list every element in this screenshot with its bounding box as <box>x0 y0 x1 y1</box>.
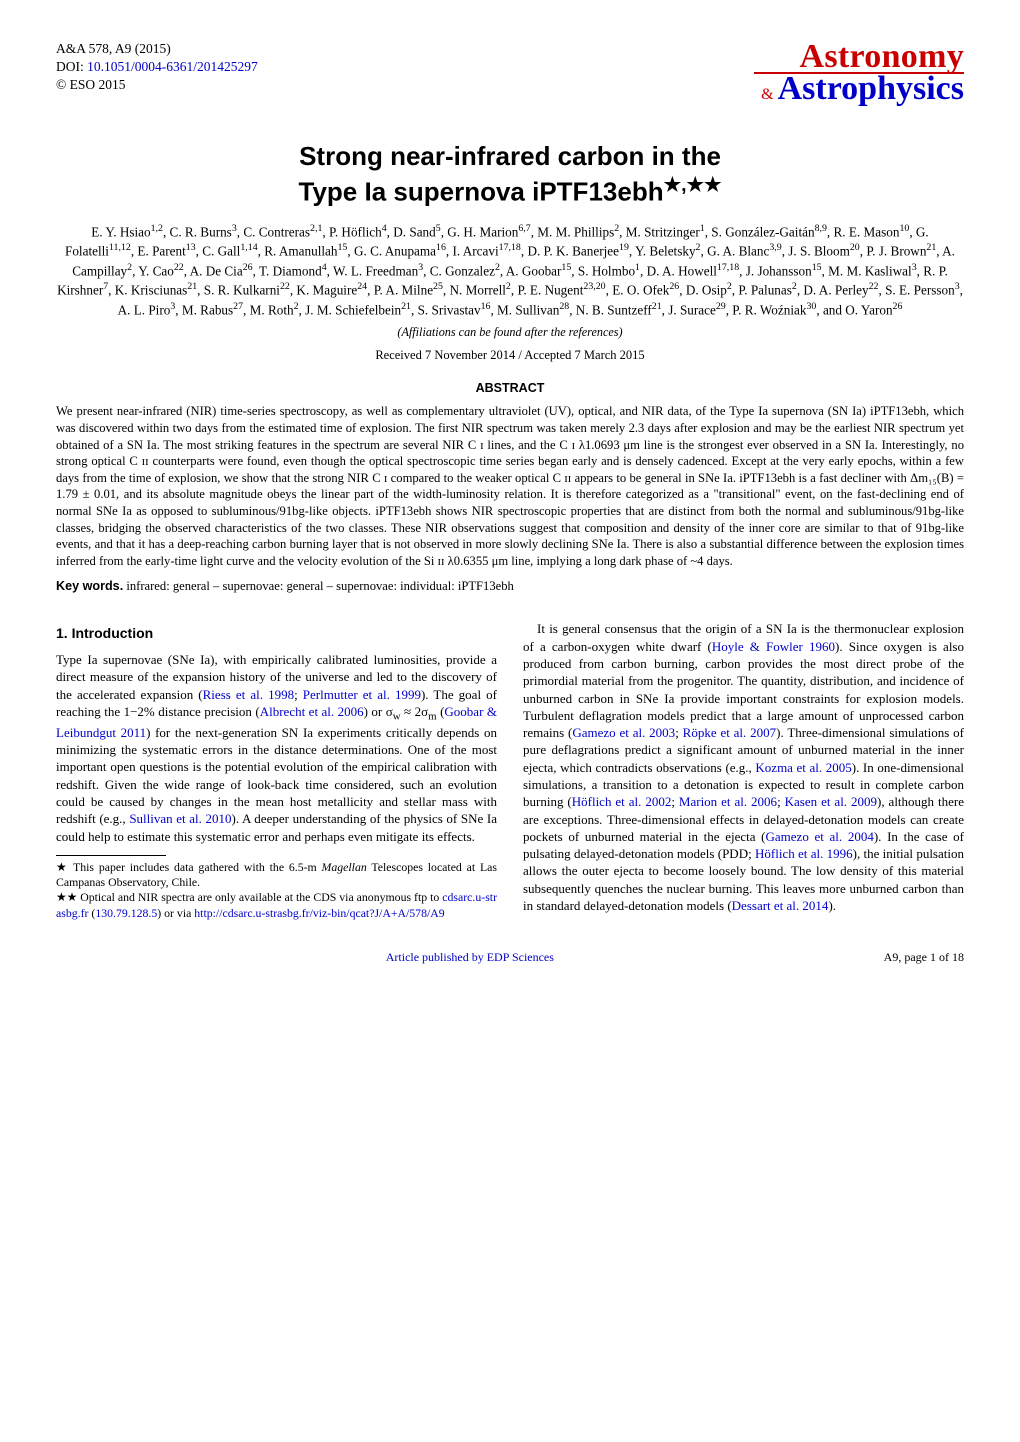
doi-line: DOI: 10.1051/0004-6361/201425297 <box>56 58 258 76</box>
logo-astrophysics-text: Astrophysics <box>778 70 964 107</box>
footnotes: ★ This paper includes data gathered with… <box>56 860 497 921</box>
title-footnote-marks: ★,★★ <box>664 174 722 196</box>
cds-url-link[interactable]: http://cdsarc.u-strasbg.fr/viz-bin/qcat?… <box>194 906 444 920</box>
abstract-heading: ABSTRACT <box>56 381 964 395</box>
logo-ampersand: & <box>761 87 773 103</box>
author-list: E. Y. Hsiao1,2, C. R. Burns3, C. Contrer… <box>56 222 964 320</box>
title-line1: Strong near-infrared carbon in the <box>299 141 721 171</box>
footer-publisher-link[interactable]: Article published by EDP Sciences <box>56 950 884 965</box>
footnote-1: ★ This paper includes data gathered with… <box>56 860 497 891</box>
body-columns: 1. Introduction Type Ia supernovae (SNe … <box>56 620 964 922</box>
page-footer: Article published by EDP Sciences A9, pa… <box>56 950 964 965</box>
footnote-rule <box>56 855 166 856</box>
title-line2: Type Ia supernova iPTF13ebh <box>299 176 664 206</box>
intro-paragraph-2: It is general consensus that the origin … <box>523 620 964 914</box>
left-column: 1. Introduction Type Ia supernovae (SNe … <box>56 620 497 922</box>
logo-bottom-row: &Astrophysics <box>754 72 964 106</box>
cds-ip-link[interactable]: 130.79.128.5 <box>95 906 157 920</box>
received-accepted-dates: Received 7 November 2014 / Accepted 7 Ma… <box>56 348 964 363</box>
journal-logo: Astronomy &Astrophysics <box>754 40 964 106</box>
copyright-line: © ESO 2015 <box>56 76 258 94</box>
keywords-label: Key words. <box>56 579 123 593</box>
header: A&A 578, A9 (2015) DOI: 10.1051/0004-636… <box>56 40 964 106</box>
doi-link[interactable]: 10.1051/0004-6361/201425297 <box>87 59 258 74</box>
section-1-heading: 1. Introduction <box>56 624 497 643</box>
right-column: It is general consensus that the origin … <box>523 620 964 922</box>
journal-meta: A&A 578, A9 (2015) DOI: 10.1051/0004-636… <box>56 40 258 95</box>
paper-title: Strong near-infrared carbon in the Type … <box>56 140 964 208</box>
keywords-text: infrared: general – supernovae: general … <box>123 579 514 593</box>
footer-page-number: A9, page 1 of 18 <box>884 950 964 965</box>
footnote-2: ★★ Optical and NIR spectra are only avai… <box>56 890 497 921</box>
affiliations-note: (Affiliations can be found after the ref… <box>56 325 964 340</box>
keywords-line: Key words. infrared: general – supernova… <box>56 579 964 594</box>
logo-astronomy-text: Astronomy <box>754 40 964 74</box>
abstract-text: We present near-infrared (NIR) time-seri… <box>56 403 964 569</box>
intro-paragraph-1: Type Ia supernovae (SNe Ia), with empiri… <box>56 651 497 845</box>
journal-ref: A&A 578, A9 (2015) <box>56 40 258 58</box>
